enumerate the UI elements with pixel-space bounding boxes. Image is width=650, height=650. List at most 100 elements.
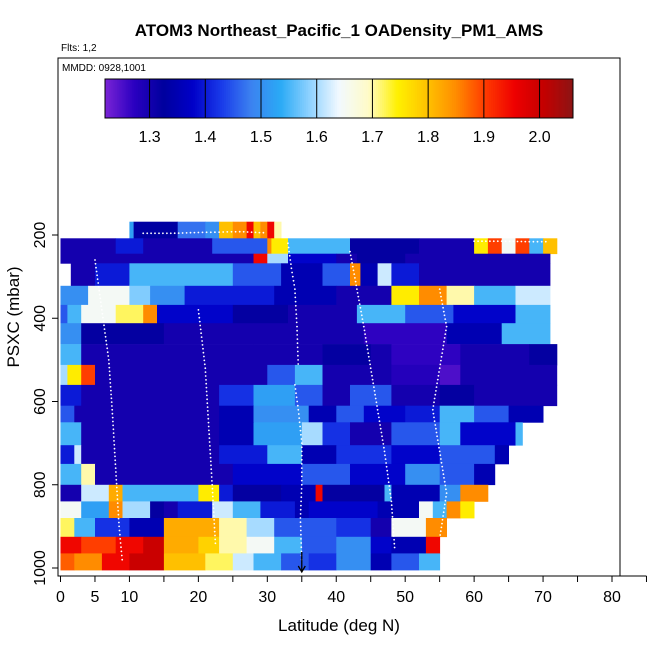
heat-cell: [474, 285, 516, 306]
track-point: [207, 417, 210, 420]
colorbar-strip: [323, 79, 326, 118]
track-point: [300, 446, 303, 449]
heat-cell: [391, 263, 420, 287]
colorbar-strip: [532, 79, 535, 118]
track-point: [185, 232, 188, 234]
colorbar-strip: [167, 79, 170, 118]
track-point: [291, 271, 293, 274]
colorbar-strip: [372, 79, 375, 118]
colorbar-strip: [149, 79, 153, 118]
track-6: [473, 240, 547, 243]
track-point: [213, 522, 216, 525]
track-point: [436, 439, 439, 441]
track-point: [197, 309, 200, 311]
heat-cell: [322, 384, 351, 407]
heat-cell: [391, 553, 420, 571]
colorbar-strip: [239, 79, 242, 118]
colorbar-strip: [450, 79, 453, 118]
track-point: [362, 325, 365, 328]
track-point: [120, 550, 123, 553]
track-point: [112, 432, 115, 434]
track-point: [197, 231, 200, 234]
colorbar-strip: [481, 79, 484, 118]
heat-cell: [363, 323, 447, 345]
track-point: [432, 405, 435, 407]
track-point: [117, 509, 120, 512]
heat-cell: [322, 422, 351, 446]
track-point: [436, 378, 439, 381]
track-point: [210, 468, 213, 471]
track-point: [300, 442, 303, 444]
colorbar-strip: [223, 79, 227, 118]
track-point: [392, 531, 395, 533]
heat-cell: [274, 221, 282, 239]
track-point: [204, 367, 207, 370]
heat-cell: [81, 536, 117, 554]
track-point: [392, 523, 394, 526]
track-point: [443, 477, 445, 479]
x-tick-label: 70: [534, 589, 552, 606]
track-point: [445, 325, 448, 328]
track-point: [169, 232, 172, 235]
track-point: [434, 393, 437, 396]
colorbar-strip: [305, 79, 309, 118]
track-point: [211, 491, 214, 494]
heat-cell: [370, 553, 392, 571]
track-point: [214, 231, 216, 234]
track-point: [115, 486, 118, 489]
band-9: [60, 384, 558, 407]
heat-cell: [198, 484, 220, 502]
heat-cell: [515, 238, 530, 255]
heat-cell: [336, 285, 392, 306]
track-point: [361, 318, 364, 320]
heat-cell: [81, 304, 117, 324]
heat-cell: [460, 484, 489, 502]
track-point: [110, 397, 113, 400]
heat-cell: [267, 253, 289, 264]
heat-cell: [439, 422, 461, 446]
track-point: [445, 321, 447, 324]
heat-cell: [370, 344, 392, 366]
x-tick-label: 30: [258, 589, 276, 606]
colorbar-strip: [243, 79, 246, 118]
colorbar-strip: [541, 79, 545, 118]
track-point: [205, 390, 208, 393]
heat-cell: [108, 501, 123, 519]
colorbar-strip: [465, 79, 469, 118]
heat-cell: [419, 238, 475, 255]
track-point: [384, 458, 387, 460]
colorbar-strip: [557, 79, 560, 118]
track-point: [115, 478, 118, 481]
heat-cell: [391, 422, 441, 446]
track-point: [437, 443, 440, 445]
colorbar-strip: [418, 79, 422, 118]
heat-cell: [267, 445, 303, 465]
colorbar-strip: [555, 79, 558, 118]
track-point: [489, 240, 491, 243]
track-point: [380, 431, 383, 434]
track-point: [205, 386, 208, 389]
track-point: [376, 408, 379, 411]
track-point: [349, 254, 352, 257]
track-point: [98, 289, 101, 292]
track-point: [441, 352, 444, 354]
heat-cell: [446, 285, 475, 306]
track-point: [112, 424, 114, 427]
colorbar-strip: [200, 79, 203, 118]
heat-cell: [288, 253, 337, 264]
heat-cell: [363, 405, 406, 423]
x-axis-label: Latitude (deg N): [278, 616, 400, 635]
colorbar-strip: [118, 79, 122, 118]
colorbar-strip: [504, 79, 508, 118]
track-point: [121, 558, 124, 561]
track-point: [352, 269, 355, 272]
track-point: [226, 231, 229, 233]
colorbar-tick-label: 2.0: [528, 129, 550, 146]
heat-cell: [419, 285, 447, 306]
heat-cell: [336, 536, 372, 554]
track-point: [443, 337, 446, 339]
track-point: [94, 259, 96, 261]
track-point: [210, 476, 213, 478]
track-point: [109, 378, 111, 380]
x-tick-label: 80: [603, 589, 621, 606]
